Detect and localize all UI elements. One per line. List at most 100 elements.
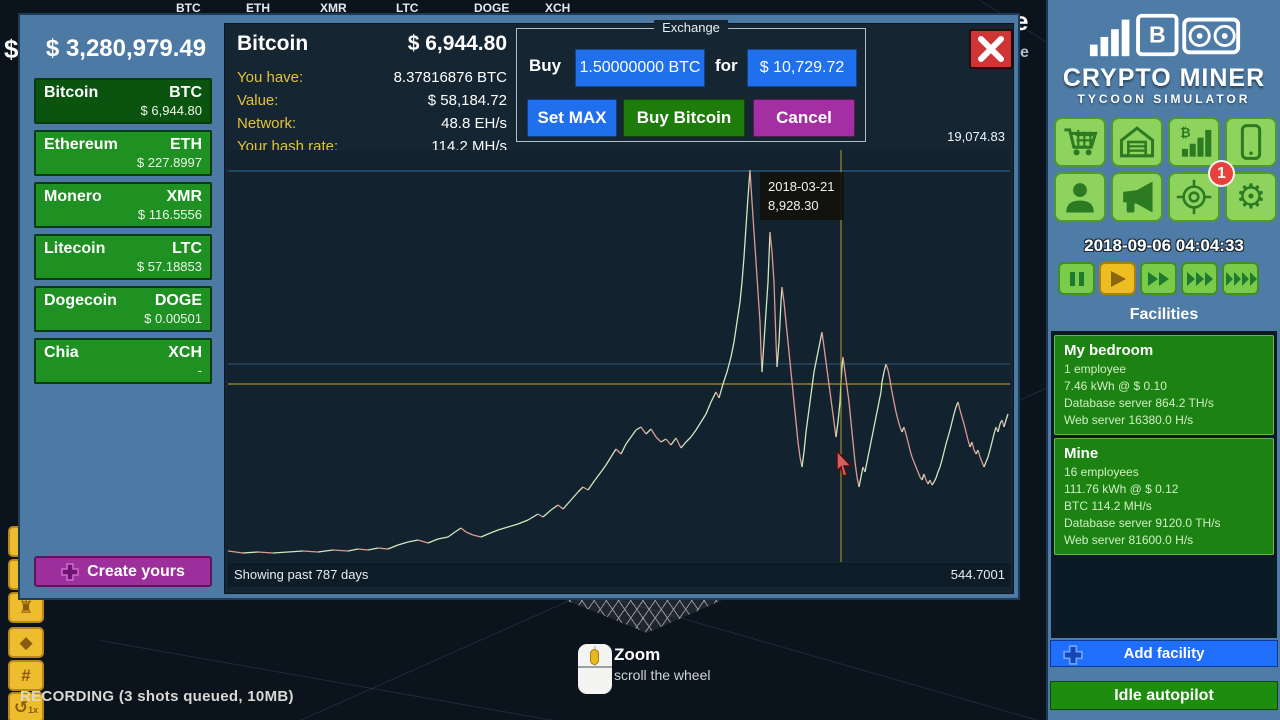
dock-speed-1x-button[interactable]: ↺1x	[8, 692, 44, 720]
play-icon	[1110, 270, 1126, 287]
speed-1x-icon: ↺1x	[13, 697, 39, 717]
target-icon	[1176, 179, 1212, 215]
diamond-icon: ◆	[19, 632, 33, 652]
tooltip-date: 2018-03-21	[768, 179, 835, 194]
svg-text:₿: ₿	[1180, 125, 1191, 140]
forward-2x-button[interactable]	[1140, 262, 1177, 295]
marketing-button[interactable]	[1111, 172, 1163, 222]
shopping-cart-icon	[1064, 128, 1098, 156]
coin-item-dogecoin[interactable]: Dogecoin DOGE $ 0.00501	[34, 286, 212, 332]
exchange-box: Exchange Buy 1.50000000 BTC for $ 10,729…	[516, 20, 866, 142]
close-icon	[978, 36, 1004, 62]
create-yours-label: Create yours	[87, 562, 185, 580]
detail-row-label: Value:	[237, 92, 279, 109]
idle-autopilot-label: Idle autopilot	[1114, 686, 1214, 704]
svg-text:B: B	[1149, 22, 1166, 48]
add-facility-button[interactable]: Add facility	[1050, 640, 1278, 667]
ticker-eth: ETH	[246, 1, 270, 15]
employees-button[interactable]	[1054, 172, 1106, 222]
forward-4x-icon	[1225, 271, 1257, 286]
coin-price: -	[197, 363, 202, 378]
settings-button[interactable]: ⚙	[1225, 172, 1277, 222]
pause-icon	[1069, 271, 1084, 286]
detail-row-value: 8.37816876 BTC	[393, 69, 507, 86]
close-button[interactable]	[969, 29, 1013, 69]
coin-symbol: ETH	[170, 136, 202, 153]
chart-tooltip: 2018-03-21 8,928.30	[760, 172, 844, 220]
facility-list: My bedroom 1 employee 7.46 kWh @ $ 0.10 …	[1051, 331, 1277, 638]
tooltip-price: 8,928.30	[768, 198, 819, 213]
detail-row-value: 48.8 EH/s	[441, 115, 507, 132]
shop-button[interactable]	[1054, 117, 1106, 167]
chart-high-label: 19,074.83	[947, 129, 1005, 144]
facility-line: Web server 16380.0 H/s	[1064, 413, 1194, 427]
coin-price: $ 6,944.80	[140, 103, 202, 118]
facility-line: 111.76 kWh @ $ 0.12	[1064, 482, 1179, 496]
coin-detail-price: $ 6,944.80	[407, 32, 507, 55]
buy-bitcoin-button[interactable]: Buy Bitcoin	[623, 99, 745, 137]
facility-line: 7.46 kWh @ $ 0.10	[1064, 379, 1167, 393]
megaphone-icon	[1123, 181, 1153, 213]
facility-line: 1 employee	[1064, 362, 1127, 376]
set-max-button[interactable]: Set MAX	[527, 99, 617, 137]
coin-symbol: XMR	[166, 188, 202, 205]
create-yours-button[interactable]: Create yours	[34, 556, 212, 587]
chart-status-bar: Showing past 787 days 544.7001	[228, 563, 1010, 587]
idle-autopilot-button[interactable]: Idle autopilot	[1050, 681, 1278, 710]
coin-price: $ 227.8997	[136, 155, 202, 170]
forward-4x-button[interactable]	[1222, 262, 1259, 295]
recording-status: RECORDING (3 shots queued, 10MB)	[20, 688, 294, 705]
exchange-modal: $ 3,280,979.49 Bitcoin BTC $ 6,944.80 Eth…	[18, 13, 1020, 600]
price-chart[interactable]: 19,074.83 2018-03-21 8,928.30	[227, 129, 1010, 562]
game-datetime: 2018-09-06 04:04:33	[1084, 236, 1244, 255]
forward-3x-button[interactable]	[1181, 262, 1218, 295]
facilities-title: Facilities	[1129, 306, 1199, 323]
grid-icon: #	[21, 665, 31, 685]
cancel-button[interactable]: Cancel	[753, 99, 855, 137]
modal-balance: $ 3,280,979.49	[45, 35, 207, 62]
facility-name: Mine	[1064, 445, 1099, 462]
plus-icon	[1063, 645, 1083, 665]
forward-2x-icon	[1147, 271, 1169, 286]
person-icon	[1066, 183, 1094, 213]
dock-grid-button[interactable]: #	[8, 660, 44, 691]
detail-row-label: You have:	[237, 69, 304, 86]
exchange-legend: Exchange	[654, 20, 728, 35]
facility-card-bedroom[interactable]: My bedroom 1 employee 7.46 kWh @ $ 0.10 …	[1054, 335, 1274, 435]
pause-button[interactable]	[1058, 262, 1095, 295]
coin-price: $ 57.18853	[136, 259, 202, 274]
buy-label: Buy	[529, 56, 562, 75]
coin-symbol: BTC	[169, 84, 202, 101]
facility-line: Web server 81600.0 H/s	[1064, 533, 1194, 547]
coin-name: Ethereum	[44, 136, 118, 153]
coin-name: Litecoin	[44, 240, 106, 257]
coin-price: $ 0.00501	[144, 311, 202, 326]
buy-amount-input[interactable]: 1.50000000 BTC	[575, 49, 705, 87]
for-label: for	[715, 56, 738, 75]
mouse-wheel-icon	[590, 649, 599, 665]
coin-name: Dogecoin	[44, 292, 117, 309]
coin-item-bitcoin[interactable]: Bitcoin BTC $ 6,944.80	[34, 78, 212, 124]
facility-line: Database server 9120.0 TH/s	[1064, 516, 1221, 530]
background-text-fragment: e	[1020, 44, 1029, 61]
coin-item-chia[interactable]: Chia XCH -	[34, 338, 212, 384]
facility-card-mine[interactable]: Mine 16 employees 111.76 kWh @ $ 0.12 BT…	[1054, 438, 1274, 555]
coin-name: Monero	[44, 188, 102, 205]
scene-wireframe-line	[99, 640, 593, 720]
coin-item-ethereum[interactable]: Ethereum ETH $ 227.8997	[34, 130, 212, 176]
phone-button[interactable]	[1225, 117, 1277, 167]
crypto-market-button[interactable]: ₿	[1168, 117, 1220, 167]
zoom-hint-subtitle: scroll the wheel	[614, 667, 711, 683]
add-facility-label: Add facility	[1123, 645, 1205, 662]
chart-low-label: 544.7001	[950, 567, 1005, 582]
play-button[interactable]	[1099, 262, 1136, 295]
coin-item-monero[interactable]: Monero XMR $ 116.5556	[34, 182, 212, 228]
notification-badge: 1	[1208, 160, 1235, 187]
zoom-hint-title: Zoom	[614, 645, 661, 664]
coin-item-litecoin[interactable]: Litecoin LTC $ 57.18853	[34, 234, 212, 280]
buy-cost-input[interactable]: $ 10,729.72	[747, 49, 857, 87]
ticker-xmr: XMR	[320, 1, 347, 15]
dock-diamond-button[interactable]: ◆	[8, 627, 44, 658]
garage-button[interactable]	[1111, 117, 1163, 167]
